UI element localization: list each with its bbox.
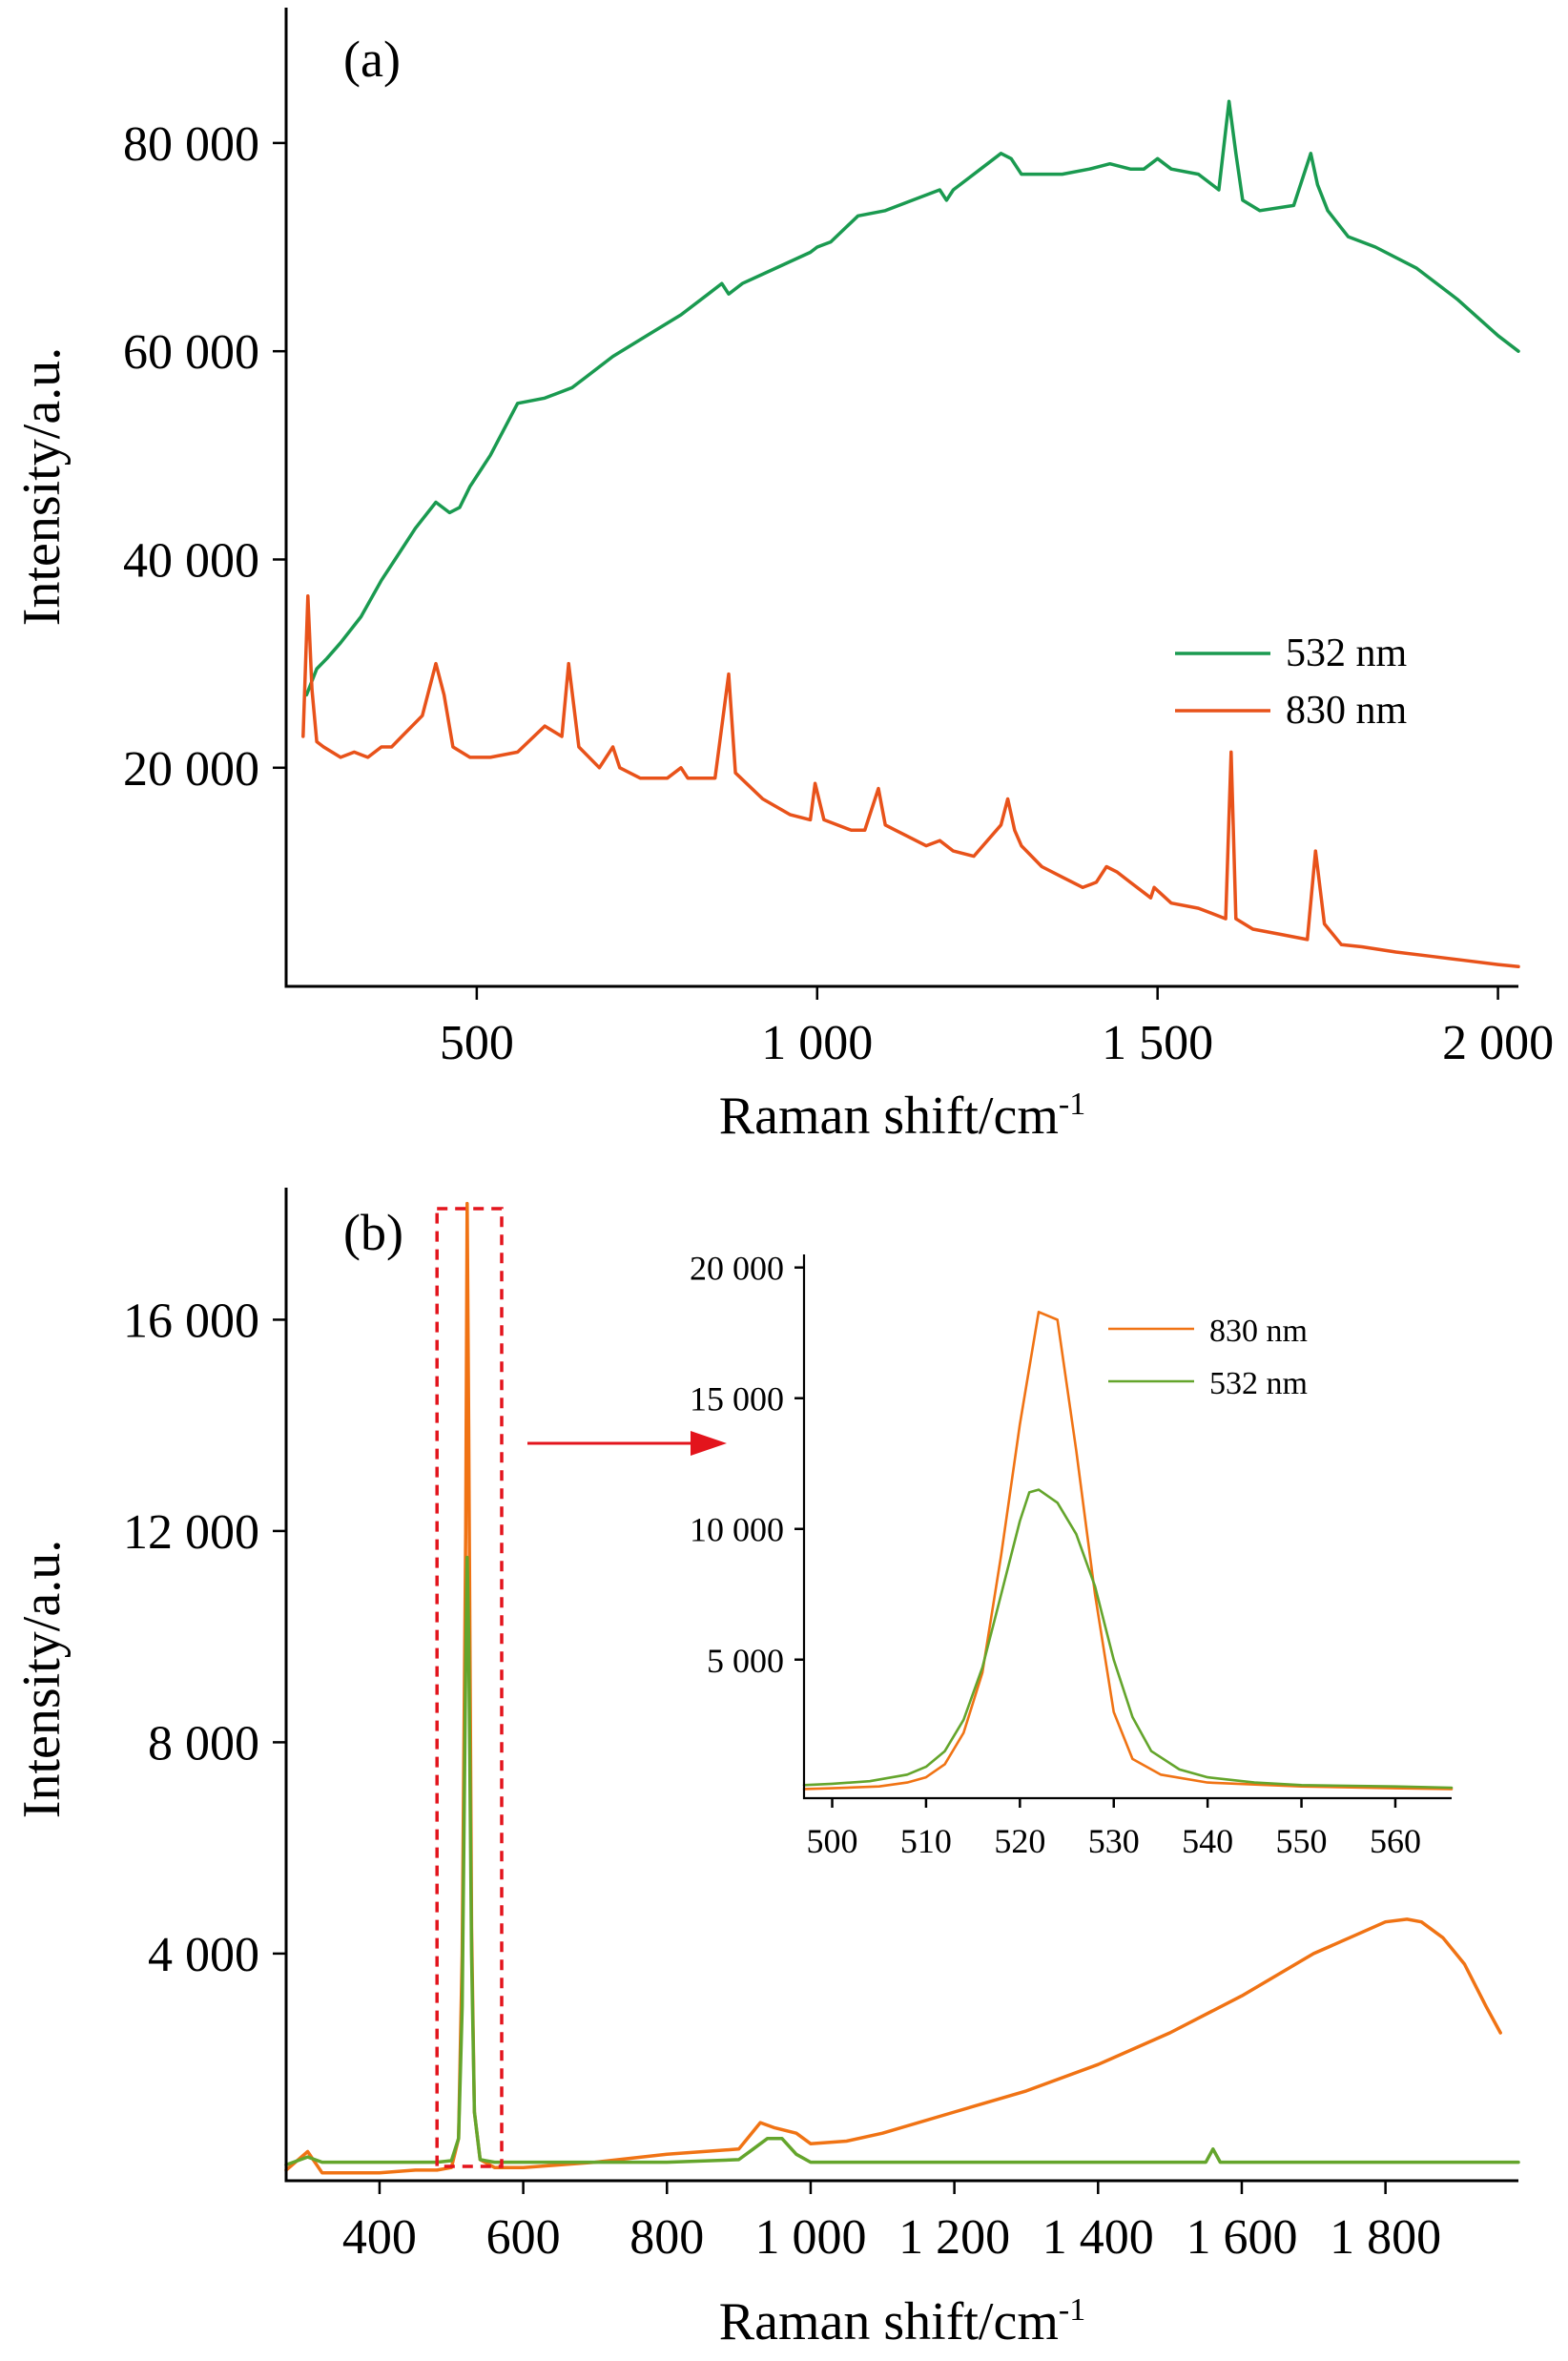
panel-b-axes bbox=[284, 1188, 1518, 2183]
inset-y-tick-label: 5 000 bbox=[707, 1642, 784, 1680]
panel-b-x-axis-title: Raman shift/cm-1 bbox=[719, 2292, 1085, 2351]
panel-b: (b) 400 600 800 1 000 1 200 1 400 1 600 1 800 4… bbox=[12, 1188, 1520, 2351]
inset-series-line-0 bbox=[802, 1311, 1454, 1791]
inset-x-tick-label: 510 bbox=[900, 1822, 952, 1860]
highlight-box bbox=[435, 1207, 504, 2168]
panel-b-y-tick-label: 8 000 bbox=[148, 1716, 259, 1771]
panel-b-y-ticks: 4 000 8 000 12 000 16 000 bbox=[123, 1294, 286, 1982]
panel-b-y-tick-label: 12 000 bbox=[123, 1505, 259, 1560]
inset-y-tick-label: 15 000 bbox=[690, 1380, 784, 1419]
panel-a-legend-label: 532 nm bbox=[1286, 632, 1408, 675]
inset-y-ticks: 5 000 10 000 15 000 20 000 bbox=[690, 1250, 804, 1680]
inset-y-tick-label: 10 000 bbox=[690, 1511, 784, 1549]
panel-a-series-line-0 bbox=[304, 99, 1520, 697]
panel-b-x-tick-label: 1 400 bbox=[1042, 2210, 1154, 2265]
panel-a-x-ticks: 500 1 000 1 500 2 000 bbox=[440, 986, 1554, 1070]
panel-a-x-tick-label: 500 bbox=[440, 1016, 514, 1070]
panel-a-x-tick-label: 1 500 bbox=[1102, 1016, 1213, 1070]
panel-a-axes bbox=[284, 8, 1518, 988]
panel-b-x-tick-label: 800 bbox=[629, 2210, 704, 2265]
inset-x-tick-label: 520 bbox=[994, 1822, 1045, 1860]
panel-b-x-ticks: 400 600 800 1 000 1 200 1 400 1 600 1 800 bbox=[342, 2181, 1441, 2265]
panel-b-y-tick-label: 16 000 bbox=[123, 1294, 259, 1348]
panel-a-label: (a) bbox=[343, 31, 401, 88]
panel-a-y-ticks: 20 000 40 000 60 000 80 000 bbox=[123, 117, 286, 797]
panel-a-y-tick-label: 80 000 bbox=[123, 117, 259, 172]
panel-a-x-tick-label: 1 000 bbox=[761, 1016, 873, 1070]
inset-y-tick-label: 20 000 bbox=[690, 1250, 784, 1288]
panel-a-legend: 532 nm 830 nm bbox=[1175, 632, 1408, 733]
panel-b-x-tick-label: 600 bbox=[486, 2210, 561, 2265]
inset-series-line-1 bbox=[802, 1488, 1454, 1790]
panel-b-x-tick-label: 1 800 bbox=[1330, 2210, 1441, 2265]
inset-legend-label: 532 nm bbox=[1209, 1366, 1308, 1401]
panel-b-series bbox=[284, 1201, 1520, 2175]
inset-x-tick-label: 530 bbox=[1088, 1822, 1140, 1860]
panel-a-y-tick-label: 20 000 bbox=[123, 742, 259, 797]
panel-a-y-tick-label: 40 000 bbox=[123, 533, 259, 588]
panel-a: (a) 500 1 000 1 500 2 000 20 000 40 000 60 00… bbox=[12, 8, 1554, 1146]
panel-a-series bbox=[301, 99, 1520, 969]
panel-b-x-tick-label: 400 bbox=[342, 2210, 417, 2265]
panel-b-y-tick-label: 4 000 bbox=[148, 1928, 259, 1982]
inset-x-tick-label: 560 bbox=[1370, 1822, 1421, 1860]
panel-a-legend-label: 830 nm bbox=[1286, 689, 1408, 733]
panel-a-x-axis-title: Raman shift/cm-1 bbox=[719, 1087, 1085, 1146]
inset-x-tick-label: 540 bbox=[1182, 1822, 1233, 1860]
panel-a-x-tick-label: 2 000 bbox=[1442, 1016, 1554, 1070]
panel-a-y-axis-title: Intensity/a.u. bbox=[12, 347, 72, 626]
inset-x-tick-label: 550 bbox=[1276, 1822, 1328, 1860]
panel-a-y-tick-label: 60 000 bbox=[123, 325, 259, 380]
inset-chart: 500 510 520 530 540 550 560 5 000 10 000 15 000 2… bbox=[690, 1250, 1454, 1860]
panel-b-y-axis-title: Intensity/a.u. bbox=[12, 1540, 72, 1818]
zoom-arrow bbox=[527, 1431, 727, 1456]
panel-b-series-line-0 bbox=[284, 1201, 1502, 2175]
panel-b-label: (b) bbox=[343, 1204, 403, 1261]
panel-b-x-tick-label: 1 000 bbox=[754, 2210, 866, 2265]
inset-legend-label: 830 nm bbox=[1209, 1314, 1308, 1349]
inset-legend: 830 nm 532 nm bbox=[1108, 1314, 1308, 1401]
panel-b-series-line-1 bbox=[284, 1555, 1520, 2167]
panel-b-x-tick-label: 1 200 bbox=[898, 2210, 1010, 2265]
inset-x-tick-label: 500 bbox=[807, 1822, 858, 1860]
inset-series bbox=[802, 1311, 1454, 1791]
panel-b-x-tick-label: 1 600 bbox=[1186, 2210, 1297, 2265]
inset-axes bbox=[802, 1254, 1452, 1800]
panel-a-series-line-1 bbox=[301, 593, 1520, 969]
inset-x-ticks: 500 510 520 530 540 550 560 bbox=[807, 1798, 1421, 1860]
